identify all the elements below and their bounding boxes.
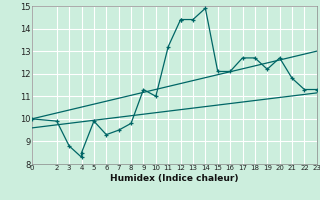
- X-axis label: Humidex (Indice chaleur): Humidex (Indice chaleur): [110, 174, 239, 183]
